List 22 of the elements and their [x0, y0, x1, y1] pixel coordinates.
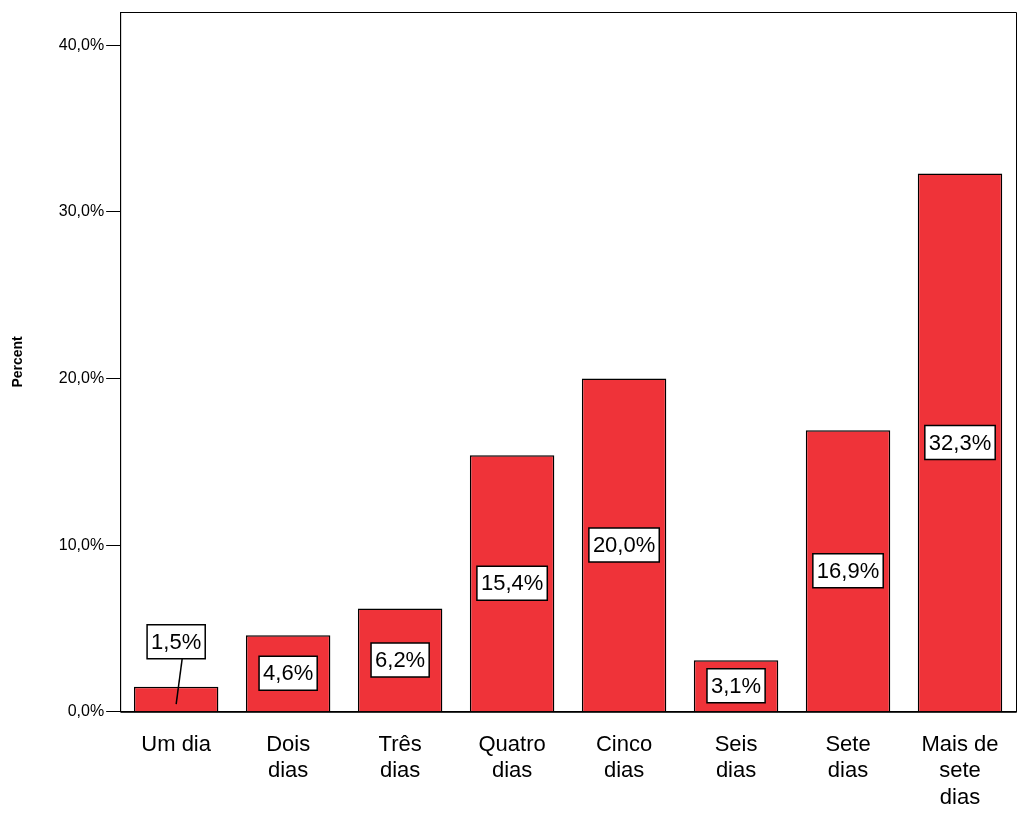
x-tick-label: Sete dias	[825, 731, 871, 783]
data-label: 20,0%	[592, 531, 656, 557]
x-tick-label: Dois dias	[266, 731, 311, 783]
y-tick-label: 40,0%	[58, 35, 105, 53]
y-tick-label: 20,0%	[58, 368, 105, 386]
y-tick-label: 30,0%	[58, 202, 105, 220]
data-label: 3,1%	[710, 672, 762, 698]
x-tick-label: Três dias	[378, 731, 422, 783]
data-label: 16,9%	[816, 557, 880, 583]
y-tick-label: 10,0%	[58, 535, 105, 553]
x-tick-label: Mais de sete dias	[921, 731, 999, 809]
data-label: 15,4%	[480, 570, 544, 596]
y-tick-label: 0,0%	[67, 702, 105, 720]
data-label: 32,3%	[928, 429, 992, 455]
y-axis-title: Percent	[9, 335, 26, 388]
data-label: 6,2%	[375, 646, 426, 672]
x-tick-label: Um dia	[141, 731, 212, 757]
data-label: 1,5%	[151, 628, 202, 654]
x-tick-label: Quatro dias	[478, 731, 546, 783]
x-tick-label: Cinco dias	[595, 731, 653, 783]
x-tick-label: Seis dias	[714, 731, 758, 783]
data-label: 4,6%	[263, 660, 314, 686]
